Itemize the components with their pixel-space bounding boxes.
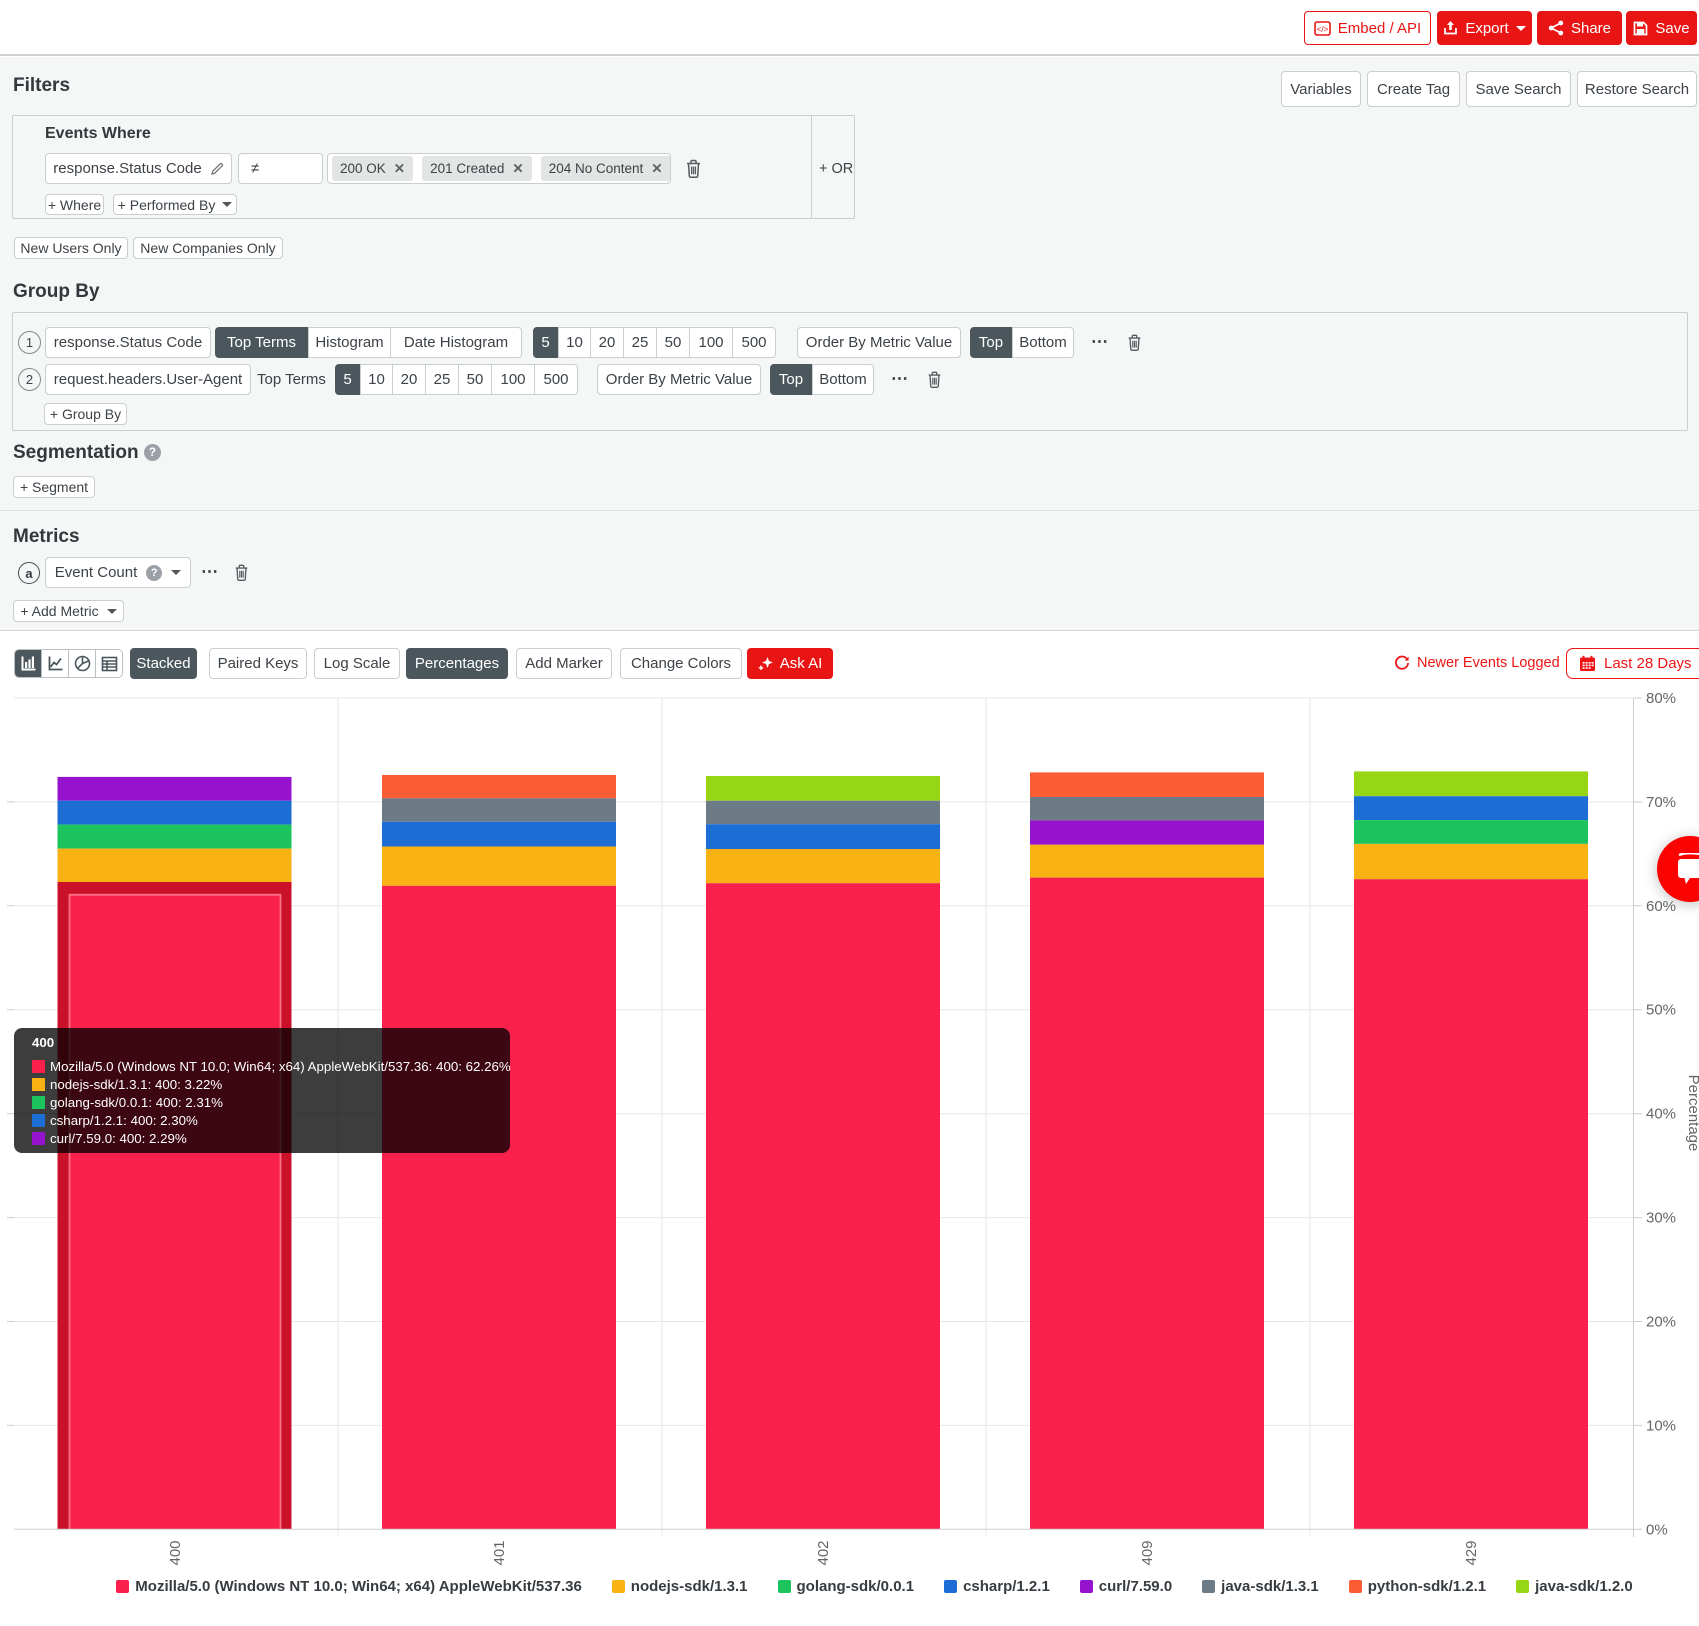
svg-text:429: 429: [1463, 1540, 1480, 1565]
svg-text:50%: 50%: [1646, 1002, 1676, 1019]
svg-text:10%: 10%: [1646, 1417, 1676, 1434]
svg-text:409: 409: [1139, 1540, 1156, 1565]
svg-text:400: 400: [167, 1540, 184, 1565]
svg-text:</>: </>: [1317, 25, 1329, 34]
svg-text:Percentage: Percentage: [1685, 1075, 1699, 1152]
svg-text:40%: 40%: [1646, 1106, 1676, 1123]
svg-text:60%: 60%: [1646, 898, 1676, 915]
svg-text:80%: 80%: [1646, 690, 1676, 707]
svg-text:30%: 30%: [1646, 1210, 1676, 1227]
svg-text:402: 402: [815, 1540, 832, 1565]
svg-text:401: 401: [491, 1540, 508, 1565]
svg-text:20%: 20%: [1646, 1314, 1676, 1331]
svg-text:70%: 70%: [1646, 794, 1676, 811]
svg-text:0%: 0%: [1646, 1521, 1668, 1538]
